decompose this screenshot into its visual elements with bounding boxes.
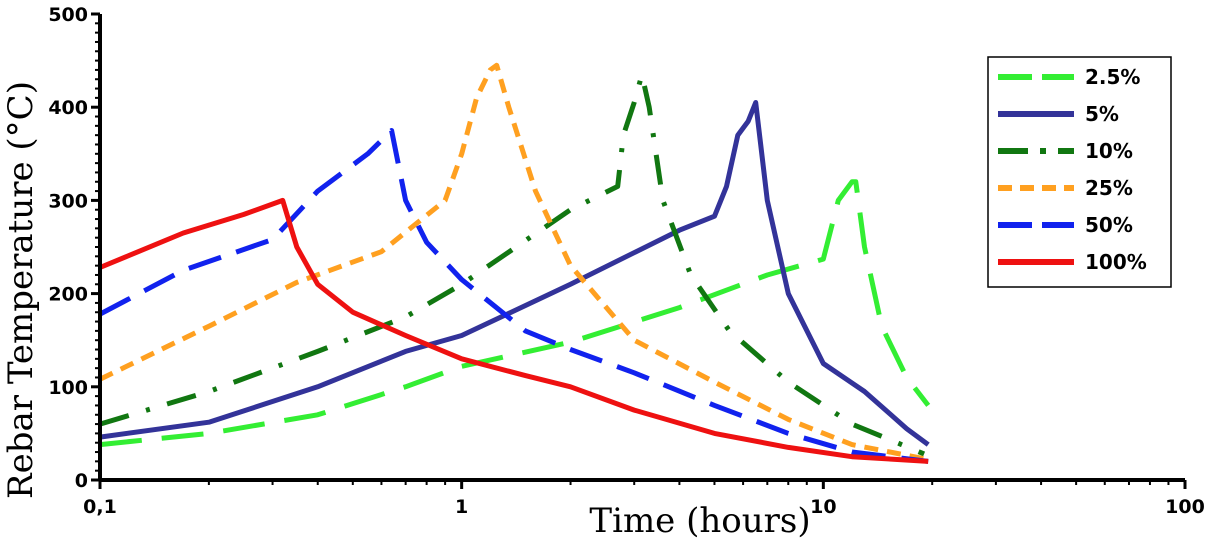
x-tick-label: 10	[810, 496, 836, 518]
y-tick-label: 0	[75, 470, 88, 492]
tick-labels: 0 100 200 300 400 500 0,1 1 10 100	[48, 4, 1205, 518]
legend-label: 50%	[1085, 213, 1133, 237]
y-tick-label: 500	[48, 4, 88, 26]
legend-label: 5%	[1085, 102, 1119, 126]
y-axis-title: Rebar Temperature (°C)	[1, 81, 41, 499]
x-axis-title: Time (hours)	[589, 501, 810, 541]
series-line-4	[98, 62, 929, 462]
y-tick-label: 200	[48, 284, 88, 306]
x-tick-label: 1	[455, 496, 468, 518]
legend-label: 2.5%	[1085, 65, 1140, 89]
series-line-1	[99, 179, 931, 448]
plot-series	[98, 62, 931, 464]
legend-label: 25%	[1085, 176, 1133, 200]
y-tick-label: 400	[48, 97, 88, 119]
y-tick-label: 100	[48, 377, 88, 399]
y-tick-label: 300	[48, 190, 88, 212]
x-tick-label: 100	[1165, 496, 1205, 518]
x-tick-label: 0,1	[83, 496, 117, 518]
series-line-6	[99, 197, 929, 464]
series-line-2	[99, 100, 930, 447]
legend: 2.5% 5% 10% 25% 50% 100%	[987, 56, 1172, 288]
legend-label: 10%	[1085, 139, 1133, 163]
series-line-5	[98, 128, 929, 464]
legend-label: 100%	[1085, 250, 1147, 274]
legend-box	[987, 56, 1172, 288]
axes	[91, 12, 1187, 489]
series-line-3	[99, 72, 926, 457]
